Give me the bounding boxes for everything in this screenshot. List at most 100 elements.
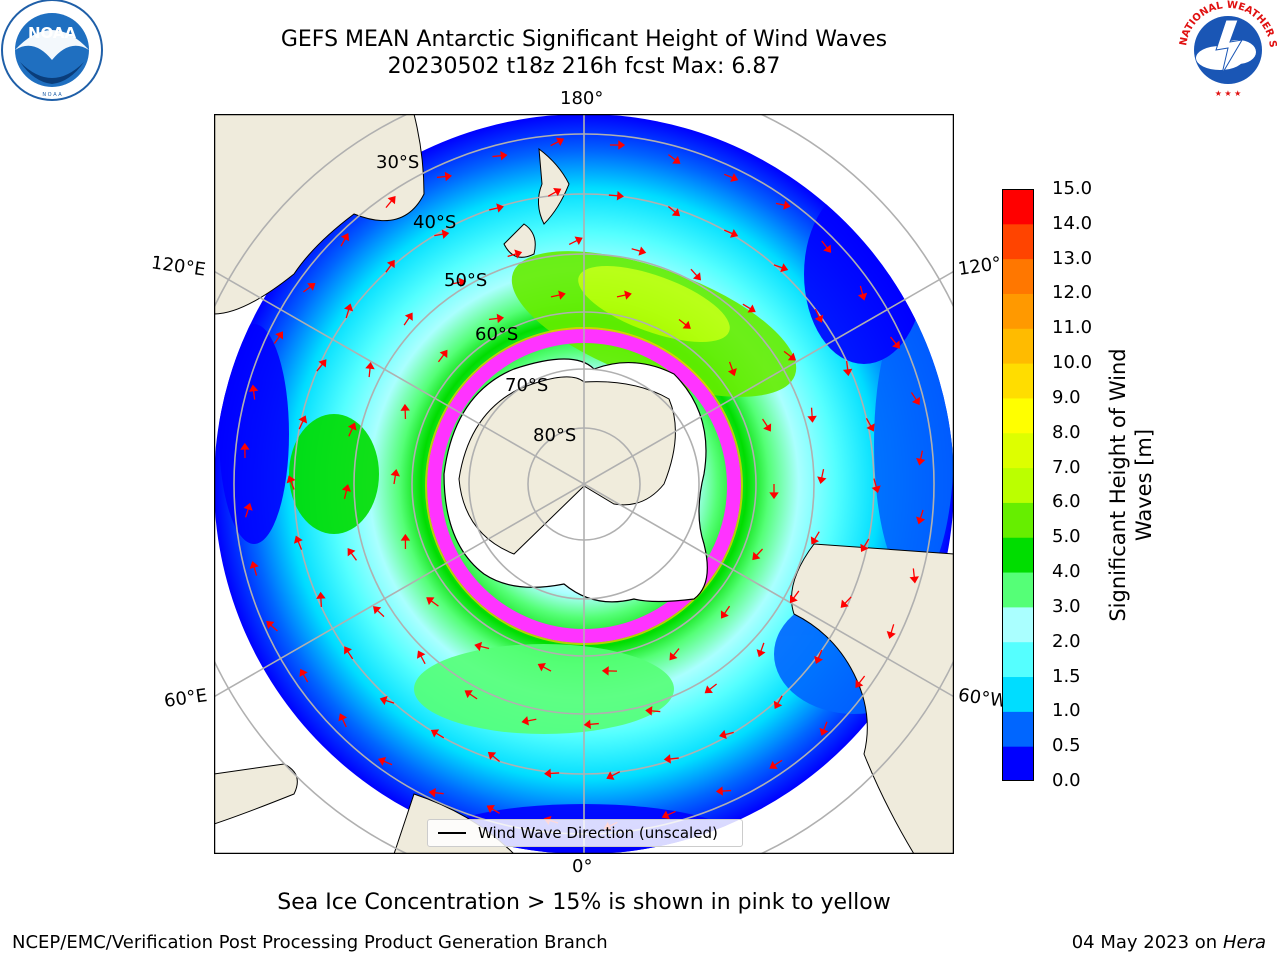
footer-host: Hera <box>1222 932 1266 953</box>
colorbar-tick-label: 4.0 <box>1052 561 1081 583</box>
colorbar-band <box>1002 537 1034 573</box>
wave-arrow-head <box>682 320 691 329</box>
wave-arrow-head <box>715 786 723 796</box>
wave-arrow-head <box>814 655 823 664</box>
wave-arrow-head <box>819 727 829 736</box>
colorbar-tick-label: 11.0 <box>1052 317 1093 339</box>
wave-arrow-head <box>624 290 632 300</box>
wave-arrow-head <box>344 646 352 655</box>
wave-arrow-head <box>500 150 508 161</box>
wave-arrow-head <box>441 229 450 239</box>
colorbar-band <box>1002 363 1034 399</box>
wave-arrow-head <box>426 597 435 606</box>
colorbar-tick-label: 8.0 <box>1052 421 1081 443</box>
wave-arrow-head <box>248 384 259 392</box>
wave-arrow-head <box>416 650 426 659</box>
colorbar-band <box>1002 606 1034 643</box>
wave-arrow-head <box>727 368 737 377</box>
wave-arrow-head <box>916 457 926 466</box>
wave-arrow-head <box>553 187 562 197</box>
wave-arrow-head <box>752 551 761 561</box>
wave-arrow-head <box>373 606 382 615</box>
lon-label-120e: 120°E <box>149 252 207 281</box>
wave-arrow-head <box>616 191 624 201</box>
wave-arrow-head <box>266 620 275 630</box>
wave-arrow-head <box>338 713 348 722</box>
new-zealand <box>538 147 570 225</box>
colorbar-tick-label: 14.0 <box>1052 212 1093 234</box>
wave-arrow-head <box>387 195 396 205</box>
wave-arrow-head <box>747 304 756 313</box>
legend-label: Wind Wave Direction (unscaled) <box>478 824 718 842</box>
wave-arrow-head <box>692 272 702 281</box>
wave-arrow-head <box>860 543 869 552</box>
colorbar-tick-label: 6.0 <box>1052 491 1081 513</box>
colorbar-band <box>1002 293 1034 329</box>
wave-arrow-head <box>780 263 789 273</box>
wave-arrow-head <box>886 630 896 639</box>
wave-arrow-head <box>638 246 647 256</box>
colorbar-band <box>1002 572 1034 608</box>
footer-date: 04 May 2023 on Hera <box>1072 932 1266 953</box>
wave-arrow-head <box>243 502 253 511</box>
wave-arrow-head <box>558 290 566 300</box>
wave-arrow-head <box>892 340 900 349</box>
wave-arrow-head <box>275 331 284 340</box>
lon-label-60e: 60°E <box>162 685 209 712</box>
lat-label-60s: 60°S <box>475 324 519 345</box>
wave-arrow-head <box>486 804 495 814</box>
wave-arrow-head <box>606 771 615 780</box>
colorbar-tick-label: 3.0 <box>1052 595 1081 617</box>
africa <box>214 763 298 825</box>
wave-arrow-head <box>583 719 591 730</box>
colorbar-tick-label: 0.0 <box>1052 770 1081 791</box>
wave-arrow-head <box>817 476 827 484</box>
wave-arrow-head <box>773 700 783 710</box>
chart-subtitle: 20230502 t18z 216h fcst Max: 6.87 <box>387 54 781 79</box>
wave-arrow-head <box>439 349 448 358</box>
nws-logo: NATIONAL WEATHER SERVICE ★ ★ ★ <box>1176 0 1278 98</box>
wave-arrow-head <box>787 352 797 361</box>
wave-arrow-head <box>618 140 626 150</box>
wave-arrow-head <box>521 716 530 726</box>
colorbar-tick-label: 10.0 <box>1052 352 1093 374</box>
colorbar-tick-label: 7.0 <box>1052 456 1081 478</box>
wave-arrow-head <box>911 396 920 406</box>
colorbar-tick-label: 1.5 <box>1052 665 1081 687</box>
wave-arrow-head <box>704 685 713 694</box>
wave-arrow-head <box>487 751 497 760</box>
wave-arrow-head <box>719 729 727 740</box>
wave-arrow-head <box>730 173 739 182</box>
colorbar-tick-label: 15.0 <box>1052 178 1093 199</box>
wave-arrow-head <box>390 469 401 477</box>
colorbar-band <box>1002 502 1034 538</box>
lon-label-120w: 120° <box>956 253 1003 280</box>
wave-arrow-head <box>340 232 350 242</box>
wave-arrow-head <box>871 485 881 494</box>
wave-arrow-head <box>909 576 919 584</box>
noaa-logo-text: NOAA <box>28 24 77 42</box>
wave-arrow-head <box>866 423 875 432</box>
svg-text:★ ★ ★: ★ ★ ★ <box>1215 89 1242 98</box>
colorbar-title: Significant Height of Wind Waves [m] <box>1106 348 1156 622</box>
colorbar-band <box>1002 189 1034 225</box>
wave-arrow-head <box>286 475 296 484</box>
wave-arrow-head <box>763 423 772 432</box>
wave-arrow-head <box>365 362 375 370</box>
wave-arrow-head <box>645 706 653 716</box>
wave-arrow-head <box>840 599 849 608</box>
colorbar-tick-label: 12.0 <box>1052 282 1093 304</box>
wave-arrow-head <box>783 200 791 210</box>
colorbar-tick-label: 5.0 <box>1052 526 1081 548</box>
polar-map <box>214 114 954 854</box>
wave-arrow-head <box>669 652 678 661</box>
colorbar-band <box>1002 676 1034 712</box>
colorbar-band <box>1002 328 1034 364</box>
wave-arrow-head <box>514 249 523 259</box>
colorbar-band <box>1002 467 1034 503</box>
colorbar-band <box>1002 432 1034 469</box>
wave-arrow-head <box>379 696 388 706</box>
wave-arrow-head <box>810 536 820 545</box>
wave-arrow-head <box>298 415 308 424</box>
wave-arrow-head <box>404 312 413 321</box>
